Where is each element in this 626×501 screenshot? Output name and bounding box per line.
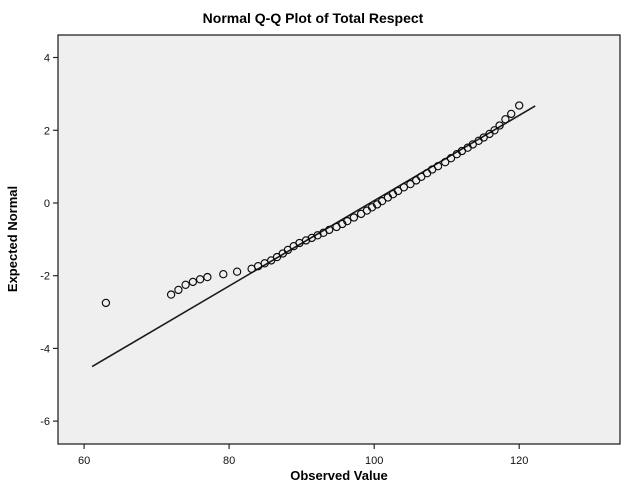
data-point (232, 267, 242, 276)
data-point (433, 162, 443, 171)
y-tick-label: 2 (44, 125, 50, 137)
chart-title: Normal Q-Q Plot of Total Respect (203, 10, 424, 26)
data-point (515, 101, 524, 110)
data-point (479, 133, 488, 142)
data-point (219, 270, 228, 279)
data-point (393, 186, 403, 196)
data-point (166, 290, 176, 299)
data-point (468, 140, 477, 149)
data-point (495, 121, 504, 130)
y-tick-label: -2 (40, 271, 50, 283)
data-point (195, 275, 205, 284)
y-tick-label: -6 (40, 416, 50, 428)
x-tick-label: 60 (78, 455, 90, 467)
data-point (501, 115, 510, 124)
data-point (188, 277, 198, 287)
data-point (174, 285, 183, 295)
y-tick-label: -4 (40, 343, 50, 355)
data-point (446, 154, 456, 163)
data-point (272, 252, 282, 262)
data-point (507, 109, 516, 119)
plot-layer: 60 80 100 120 4 2 0 -2 -4 -6 (40, 34, 621, 467)
data-point (349, 213, 359, 222)
x-tick-label: 80 (223, 455, 235, 467)
data-point (181, 280, 190, 289)
y-tick-label: 4 (44, 53, 50, 65)
data-point (377, 196, 387, 206)
data-point (343, 216, 352, 226)
data-point (490, 126, 499, 135)
data-point (325, 225, 334, 235)
data-point (399, 183, 409, 192)
data-point (441, 158, 450, 167)
x-tick-label: 100 (365, 455, 383, 467)
data-point (406, 179, 415, 189)
data-point (203, 272, 212, 282)
y-axis-label: Expected Normal (5, 186, 20, 292)
data-point (101, 298, 111, 308)
y-tick-label: 0 (44, 198, 50, 210)
plot-area (58, 35, 620, 444)
x-tick-label: 120 (510, 455, 528, 467)
data-point (417, 172, 426, 181)
plot-border (57, 34, 621, 445)
x-axis-label: Observed Value (290, 468, 388, 483)
data-point (283, 245, 293, 255)
